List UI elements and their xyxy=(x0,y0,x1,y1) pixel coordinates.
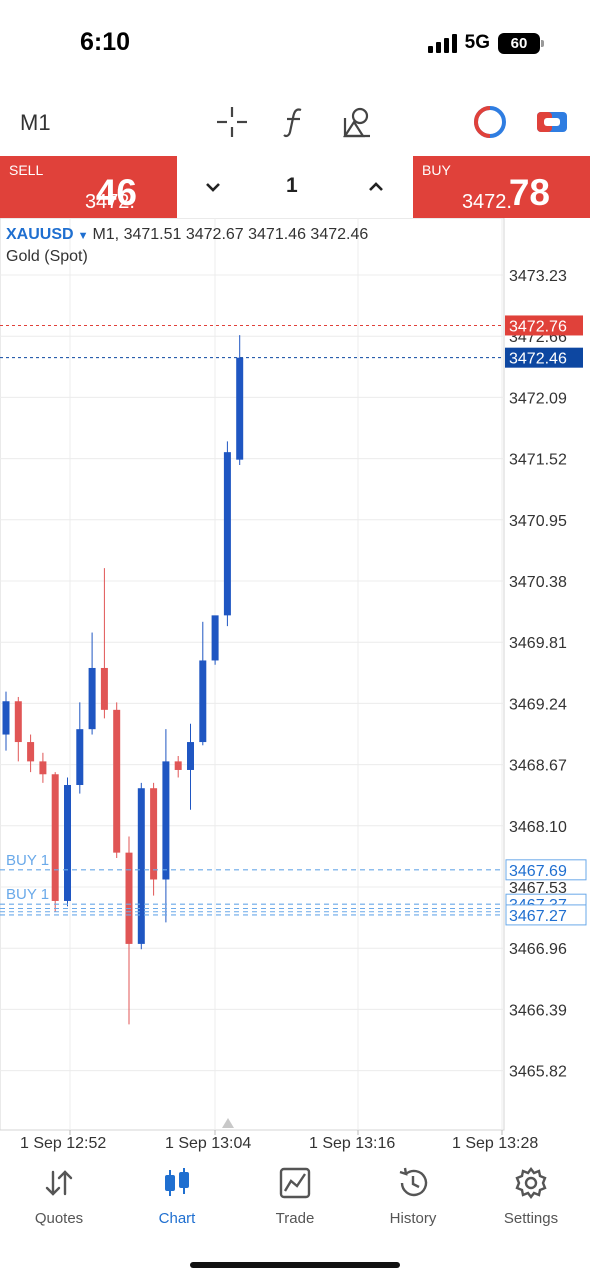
x-tick-label: 1 Sep 12:52 xyxy=(20,1135,106,1152)
status-indicators: 5G 60 xyxy=(427,32,544,54)
status-bar: 6:10 5G 60 xyxy=(0,0,590,88)
buy-price-big: 78 xyxy=(508,172,550,213)
position-price-label: 3467.69 xyxy=(509,863,567,880)
x-tick-label: 1 Sep 13:16 xyxy=(309,1135,395,1152)
position-label: BUY 1 xyxy=(6,886,49,903)
gear-icon xyxy=(515,1167,547,1199)
buy-button[interactable]: BUY 3472. 78 xyxy=(413,156,590,218)
candle-body xyxy=(113,709,121,853)
candle-body xyxy=(51,774,59,901)
candle-body xyxy=(64,785,71,901)
candle-body xyxy=(174,761,182,770)
candle-body xyxy=(76,729,84,785)
chart-canvas[interactable]: 3473.233472.663472.093471.523470.953470.… xyxy=(0,218,590,1160)
nav-history[interactable]: History xyxy=(354,1166,472,1236)
lot-size[interactable]: 1 xyxy=(286,174,298,197)
candle-body xyxy=(187,742,194,770)
position-price-box xyxy=(505,904,587,926)
nav-chart[interactable]: Chart xyxy=(118,1166,236,1236)
sell-label: SELL xyxy=(9,162,44,178)
symbol-name: XAUUSD xyxy=(6,226,74,243)
symbol-dropdown-icon[interactable]: ▼ xyxy=(77,230,89,242)
one-click-trading-icon[interactable] xyxy=(472,104,508,140)
candle-body xyxy=(211,615,219,661)
chevron-up-icon[interactable] xyxy=(365,176,387,198)
candle-body xyxy=(236,357,244,460)
candle-body xyxy=(223,452,231,616)
y-tick-label: 3471.52 xyxy=(509,452,567,469)
y-tick-label: 3468.10 xyxy=(509,819,567,836)
status-time: 6:10 xyxy=(80,28,131,56)
nav-label: Trade xyxy=(275,1210,315,1227)
bid-price-label: 3472.46 xyxy=(509,351,567,368)
one-click-trade-panel: SELL 3472. 46 1 BUY 3472. 78 xyxy=(0,156,590,218)
nav-label: Settings xyxy=(503,1210,559,1227)
candle-body xyxy=(137,788,145,944)
y-tick-label: 3472.09 xyxy=(509,390,567,407)
nav-quotes[interactable]: Quotes xyxy=(0,1166,118,1236)
chart-icon xyxy=(165,1168,189,1196)
network-type: 5G xyxy=(464,32,490,53)
y-tick-label: 3469.24 xyxy=(509,696,567,713)
signal-icon xyxy=(427,33,457,53)
sell-button[interactable]: SELL 3472. 46 xyxy=(0,156,177,218)
trade-toggle-icon[interactable] xyxy=(534,104,570,140)
scroll-marker-icon xyxy=(222,1118,234,1128)
bottom-navigation: Quotes Chart Trade History xyxy=(0,1160,590,1280)
nav-settings[interactable]: Settings xyxy=(472,1166,590,1236)
objects-icon[interactable] xyxy=(340,104,376,140)
nav-label: History xyxy=(389,1210,437,1227)
nav-label: Chart xyxy=(158,1210,196,1227)
y-tick-label: 3468.67 xyxy=(509,758,567,775)
buy-label: BUY xyxy=(422,162,451,178)
candle-body xyxy=(39,761,47,775)
sell-price-big: 46 xyxy=(95,172,137,213)
trade-icon xyxy=(279,1167,311,1199)
ask-price-box xyxy=(505,315,583,336)
buy-price-prefix: 3472. xyxy=(461,191,512,213)
plot-area xyxy=(0,218,505,1131)
y-tick-label: 3467.53 xyxy=(509,880,567,897)
candle-body xyxy=(2,701,10,735)
candle-body xyxy=(88,667,96,730)
x-tick-label: 1 Sep 13:28 xyxy=(452,1135,538,1152)
position-label: BUY 1 xyxy=(6,852,49,869)
candle-body xyxy=(100,667,108,710)
candle-body xyxy=(14,701,22,743)
y-tick-label: 3466.96 xyxy=(509,941,567,958)
y-tick-label: 3470.95 xyxy=(509,513,567,530)
battery-level: 60 xyxy=(510,34,528,52)
chart-toolbar: M1 xyxy=(0,96,590,150)
nav-trade[interactable]: Trade xyxy=(236,1166,354,1236)
symbol-description: Gold (Spot) xyxy=(6,248,88,265)
bid-price-box xyxy=(505,347,583,368)
x-tick-label: 1 Sep 13:04 xyxy=(165,1135,251,1152)
chart-symbol-info[interactable]: XAUUSD ▼ M1, 3471.51 3472.67 3471.46 3472.… xyxy=(6,226,368,244)
y-tick-label: 3469.81 xyxy=(509,635,567,652)
nav-label: Quotes xyxy=(34,1210,84,1227)
chevron-down-icon[interactable] xyxy=(202,176,224,198)
price-chart[interactable]: 3473.23 3472.66 3472.09 3471.52 3470.95 3470.… xyxy=(0,218,590,1160)
crosshair-icon[interactable] xyxy=(214,104,250,140)
timeframe-button[interactable]: M1 xyxy=(20,110,51,135)
battery-icon: 60 xyxy=(498,32,544,54)
y-tick-label: 3466.39 xyxy=(509,1002,567,1019)
position-price-box xyxy=(505,859,587,881)
sell-price-prefix: 3472. xyxy=(84,191,135,213)
home-indicator xyxy=(190,1262,400,1268)
history-icon xyxy=(399,1167,428,1197)
y-tick-label: 3465.82 xyxy=(509,1064,567,1081)
ask-price-label: 3472.76 xyxy=(509,318,567,335)
candle-body xyxy=(27,742,35,762)
y-tick-label: 3470.38 xyxy=(509,574,567,591)
quotes-icon xyxy=(45,1170,73,1196)
y-tick-label: 3473.23 xyxy=(509,268,567,285)
function-icon[interactable] xyxy=(276,104,312,140)
position-price-label: 3467.27 xyxy=(509,908,567,925)
candle-body xyxy=(125,852,133,944)
candle-body xyxy=(150,788,158,880)
candle-body xyxy=(199,660,207,743)
symbol-ohlc: M1, 3471.51 3472.67 3471.46 3472.46 xyxy=(92,226,369,243)
candle-body xyxy=(162,761,170,880)
